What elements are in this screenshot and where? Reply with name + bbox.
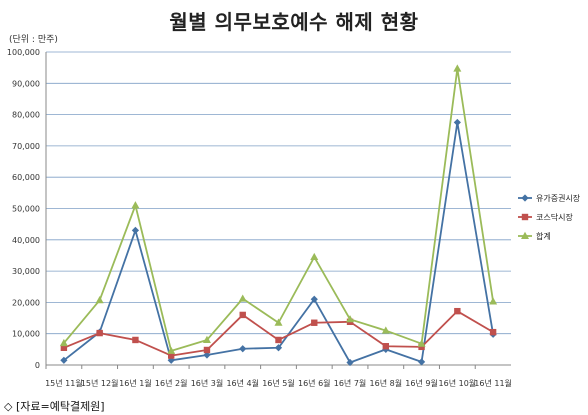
- data-point-series-2: [489, 328, 497, 336]
- data-point-series-3: [310, 252, 319, 261]
- data-point-series-2: [382, 343, 390, 350]
- y-tick-label: 10,000: [12, 330, 40, 339]
- data-point-series-2: [132, 336, 139, 344]
- data-point-series-3: [453, 64, 462, 72]
- y-tick-label: 20,000: [12, 298, 40, 307]
- data-point-series-1: [274, 344, 283, 352]
- x-tick-label: 16년 2월: [155, 378, 188, 388]
- y-tick-label: 100,000: [7, 48, 40, 57]
- data-point-series-3: [346, 315, 355, 323]
- legend-marker: [521, 194, 529, 202]
- y-tick-label: 50,000: [12, 205, 40, 214]
- data-point-series-3: [95, 296, 104, 304]
- data-point-series-2: [311, 319, 318, 326]
- x-tick-label: 16년 9월: [405, 378, 438, 388]
- y-tick-label: 90,000: [12, 79, 40, 88]
- x-tick-label: 15년 11월: [45, 378, 83, 388]
- x-tick-label: 16년 8월: [370, 378, 403, 388]
- legend-label: 유가증권시장: [536, 193, 581, 203]
- x-tick-label: 16년 7월: [334, 378, 367, 388]
- data-point-series-2: [96, 329, 103, 337]
- data-point-series-3: [274, 318, 283, 326]
- data-point-series-3: [59, 338, 68, 347]
- data-point-series-3: [167, 346, 176, 354]
- data-point-series-1: [310, 295, 318, 303]
- source-note: ◇ [자료=예탁결제원]: [4, 400, 105, 413]
- data-point-series-2: [239, 311, 246, 319]
- data-point-series-3: [417, 339, 426, 347]
- data-point-series-1: [60, 356, 68, 364]
- data-point-series-1: [131, 226, 140, 235]
- data-point-series-2: [275, 336, 282, 344]
- legend-marker: [521, 231, 529, 239]
- data-point-series-1: [346, 358, 354, 367]
- x-tick-label: 16년 10월: [439, 378, 477, 388]
- data-point-series-3: [489, 297, 498, 305]
- x-tick-label: 16년 5월: [262, 378, 295, 388]
- y-tick-label: 0: [35, 361, 40, 370]
- unit-label: (단위 : 만주): [9, 35, 58, 45]
- y-tick-label: 40,000: [12, 236, 40, 245]
- legend-marker: [521, 213, 529, 221]
- data-point-series-2: [454, 307, 461, 315]
- x-tick-label: 16년 4월: [226, 378, 259, 388]
- data-point-series-2: [60, 344, 68, 351]
- y-tick-label: 70,000: [12, 142, 40, 151]
- data-point-series-2: [418, 343, 425, 351]
- x-tick-label: 16년 6월: [298, 378, 331, 388]
- legend-label: 코스닥시장: [536, 212, 573, 222]
- series-line-1: [63, 121, 495, 364]
- x-tick-label: 16년 3월: [191, 378, 224, 388]
- data-point-series-1: [203, 351, 211, 359]
- data-point-series-3: [202, 335, 211, 343]
- data-point-series-1: [239, 345, 247, 353]
- data-point-series-1: [453, 118, 461, 127]
- y-tick-label: 80,000: [12, 111, 40, 120]
- x-tick-label: 16년 1월: [119, 378, 152, 388]
- y-tick-label: 30,000: [12, 267, 40, 276]
- data-point-series-2: [167, 352, 175, 359]
- data-point-series-2: [203, 346, 211, 354]
- legend-label: 합계: [536, 231, 551, 241]
- data-point-series-1: [417, 358, 426, 366]
- y-tick-label: 60,000: [12, 173, 40, 182]
- data-point-series-3: [238, 294, 247, 302]
- x-tick-label: 15년 12월: [81, 378, 119, 388]
- data-point-series-3: [131, 201, 140, 209]
- x-tick-label: 16년 11월: [474, 378, 512, 388]
- chart-title: 월별 의무보호예수 해제 현황: [169, 10, 419, 34]
- data-point-series-3: [381, 326, 390, 334]
